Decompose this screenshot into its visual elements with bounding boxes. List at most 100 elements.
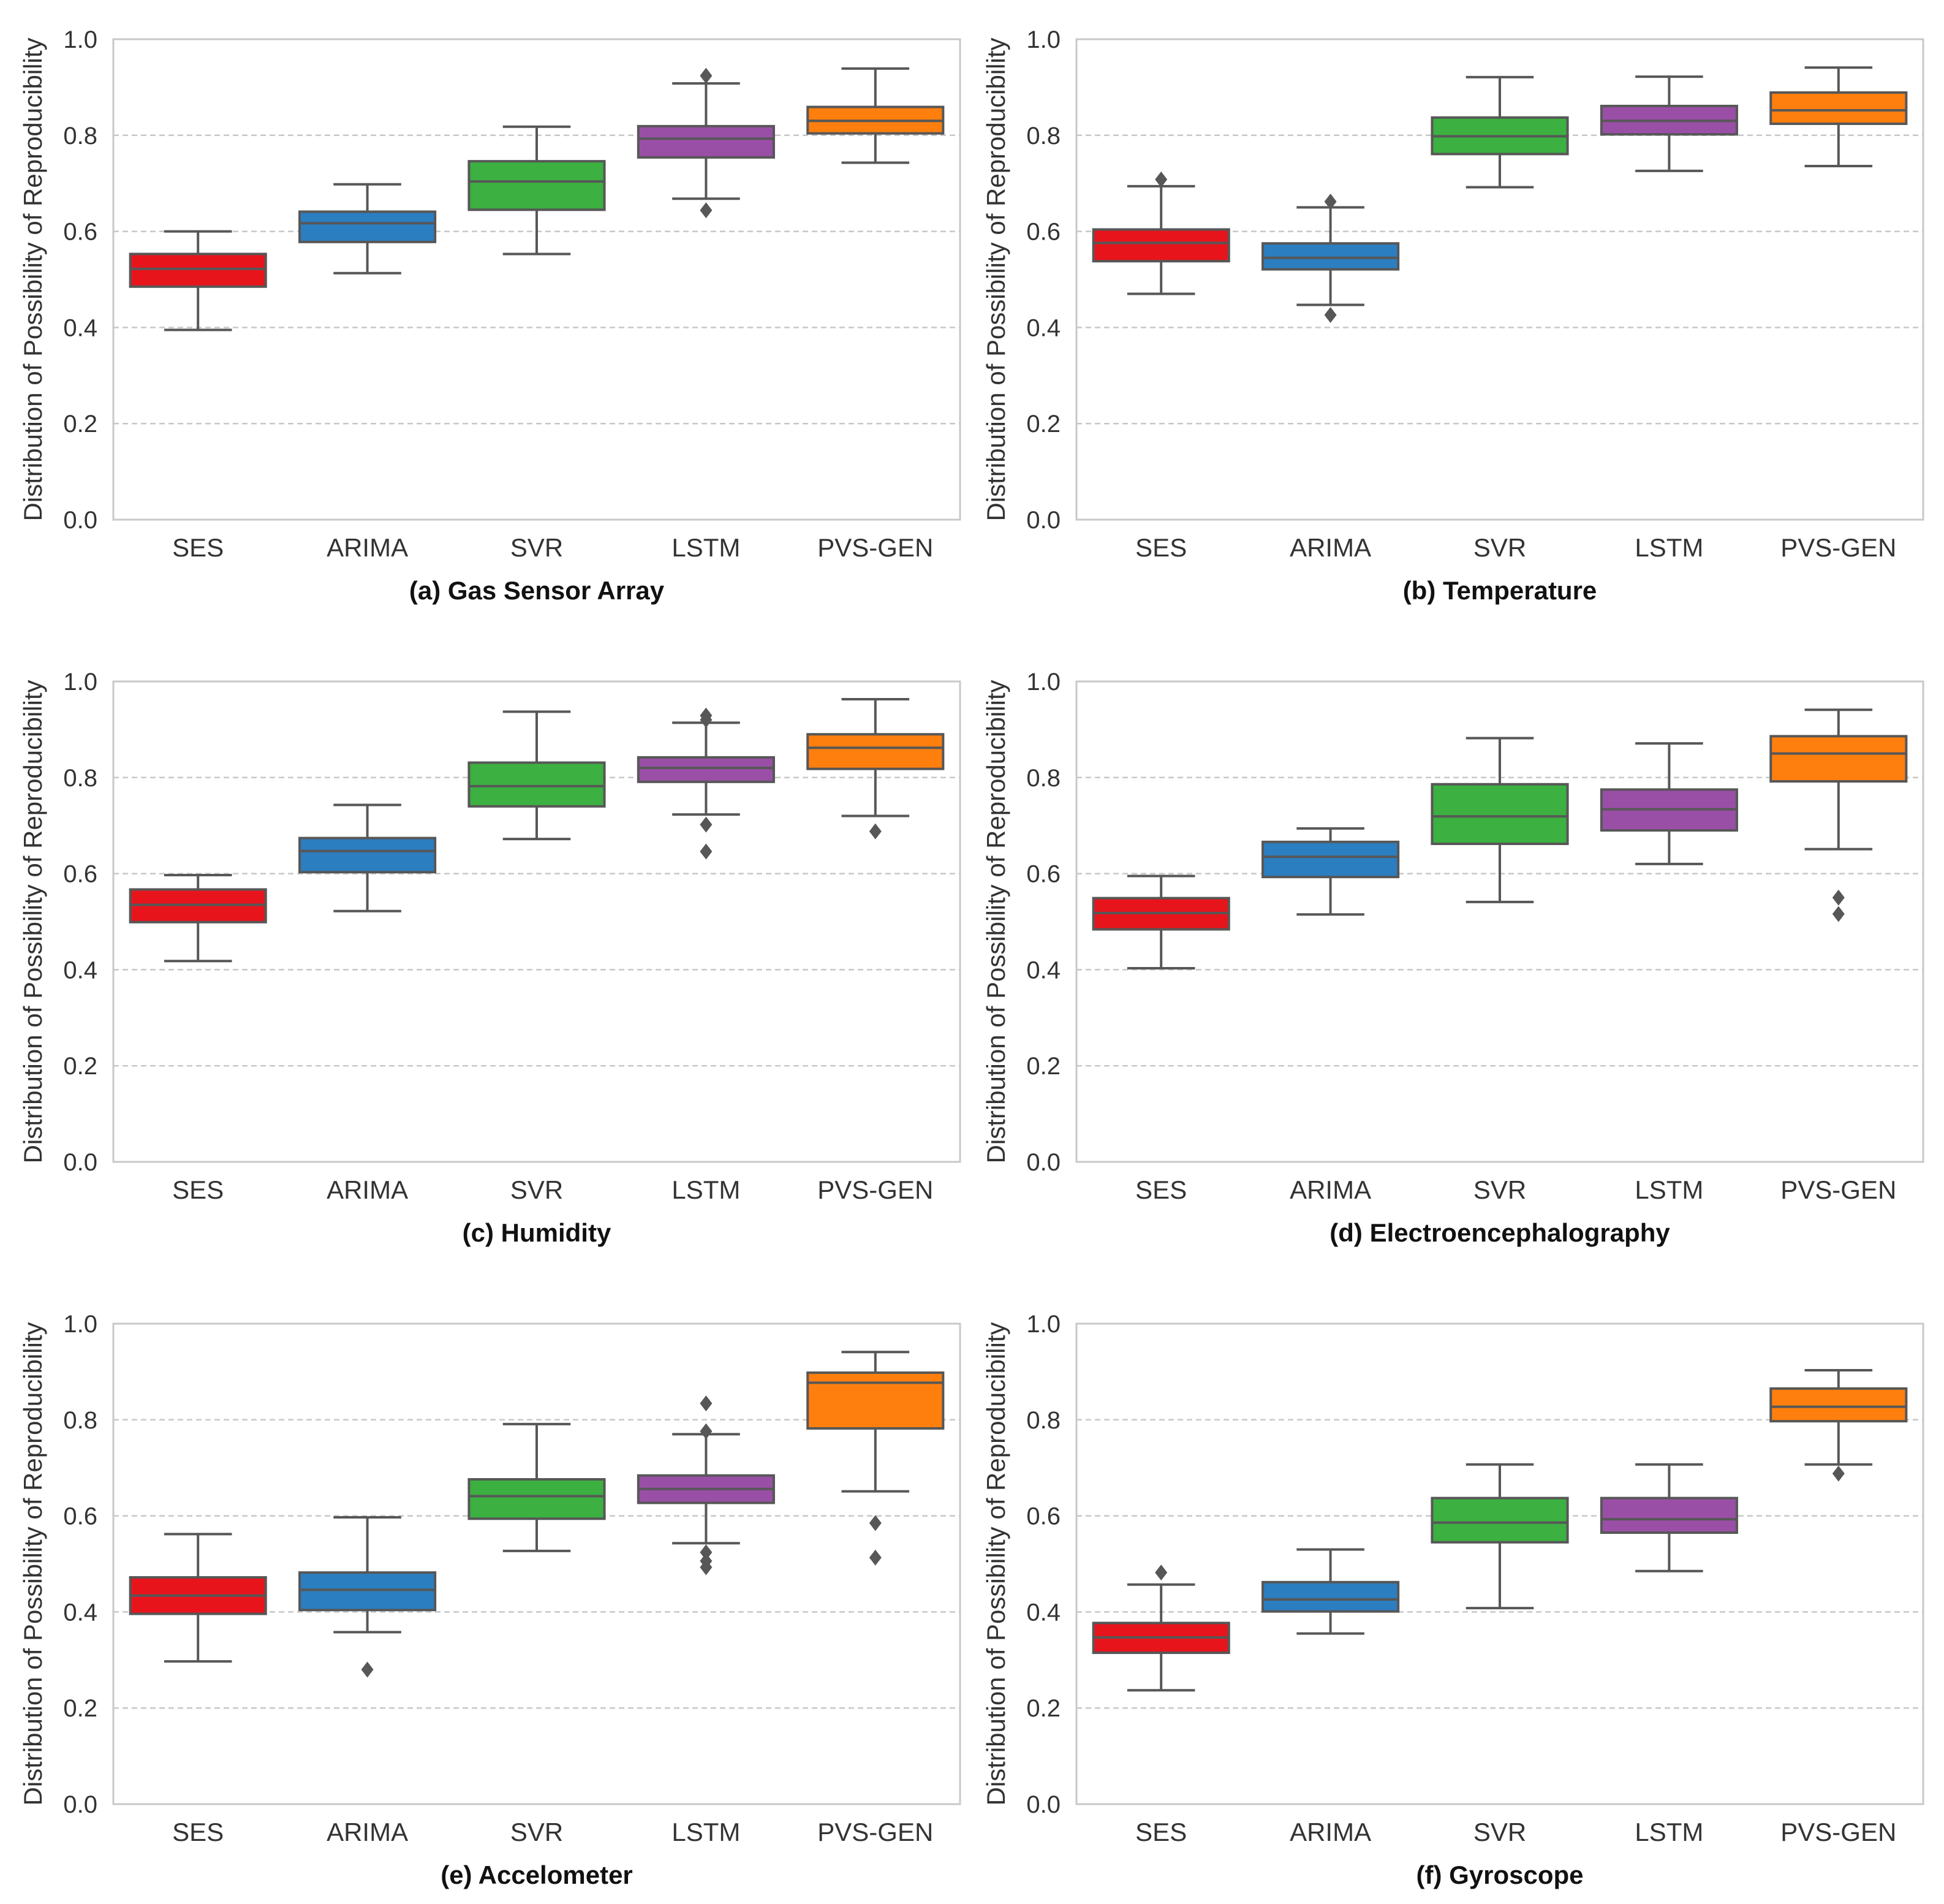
outlier-point bbox=[1155, 171, 1168, 188]
x-category-label: PVS-GEN bbox=[817, 1175, 933, 1204]
x-category-label: PVS-GEN bbox=[1780, 533, 1896, 562]
x-category-label: SVR bbox=[1473, 1818, 1526, 1846]
box-svr bbox=[1431, 75, 1569, 189]
box-body bbox=[1769, 735, 1908, 783]
y-tick-label: 0.4 bbox=[1026, 1599, 1061, 1626]
box-pvs-gen bbox=[806, 67, 945, 164]
y-tick-label: 0.0 bbox=[1026, 1149, 1061, 1176]
y-tick-label: 0.8 bbox=[63, 123, 97, 150]
box-svr bbox=[1431, 1463, 1569, 1610]
x-category-label: PVS-GEN bbox=[817, 1818, 933, 1846]
y-tick-label: 0.0 bbox=[1026, 1791, 1061, 1818]
panel-2: 0.0 0.2 0.4 0.6 0.8 1.0 SES ARIMA SVR LSTM PVS-GEN… bbox=[981, 26, 1924, 605]
x-category-label: PVS-GEN bbox=[1780, 1818, 1896, 1846]
x-category-label: ARIMA bbox=[1290, 1175, 1371, 1204]
box-lstm bbox=[637, 67, 775, 219]
box-pvs-gen bbox=[806, 698, 945, 840]
y-tick-label: 0.2 bbox=[1026, 1053, 1061, 1080]
x-category-label: SVR bbox=[510, 1818, 563, 1846]
x-category-label: SES bbox=[1135, 1175, 1187, 1204]
x-category-label: LSTM bbox=[1635, 1818, 1703, 1846]
y-axis-label: Distribution of Possibility of Reproduci… bbox=[18, 680, 47, 1164]
y-tick-label: 0.8 bbox=[1026, 1407, 1061, 1434]
box-body bbox=[1769, 1387, 1908, 1423]
y-tick-label: 0.6 bbox=[63, 1503, 97, 1530]
y-tick-label: 0.4 bbox=[63, 314, 97, 341]
outlier-point bbox=[700, 1395, 713, 1412]
box-body bbox=[467, 761, 606, 808]
y-tick-label: 0.2 bbox=[1026, 411, 1061, 438]
panel-1: 0.0 0.2 0.4 0.6 0.8 1.0 SES ARIMA SVR LSTM PVS-GEN… bbox=[18, 26, 961, 605]
outlier-point bbox=[700, 816, 713, 833]
y-tick-label: 0.4 bbox=[63, 957, 97, 984]
y-tick-label: 0.4 bbox=[1026, 314, 1061, 341]
panel-6: 0.0 0.2 0.4 0.6 0.8 1.0 SES ARIMA SVR LSTM PVS-GEN… bbox=[981, 1311, 1924, 1889]
outlier-point bbox=[1832, 889, 1845, 906]
plot-frame bbox=[1075, 1322, 1924, 1805]
x-category-label: SES bbox=[172, 533, 224, 562]
plot-frame bbox=[112, 38, 961, 521]
outlier-point bbox=[700, 843, 713, 860]
box-lstm bbox=[637, 707, 775, 860]
outlier-point bbox=[700, 1544, 713, 1561]
panel-caption: (f) Gyroscope bbox=[1416, 1860, 1583, 1889]
box-arima bbox=[1261, 193, 1400, 324]
outlier-point bbox=[1832, 1465, 1845, 1482]
box-ses bbox=[129, 1533, 267, 1663]
box-body bbox=[467, 160, 606, 211]
box-body bbox=[637, 124, 775, 159]
outlier-point bbox=[1324, 193, 1337, 210]
plot-frame bbox=[112, 1322, 961, 1805]
box-ses bbox=[1092, 171, 1230, 295]
y-tick-label: 0.4 bbox=[1026, 957, 1061, 984]
outlier-point bbox=[700, 202, 713, 219]
outlier-point bbox=[700, 67, 713, 84]
outlier-point bbox=[361, 1661, 374, 1678]
box-ses bbox=[1092, 1565, 1230, 1692]
panel-caption: (a) Gas Sensor Array bbox=[409, 576, 665, 605]
box-pvs-gen bbox=[1769, 66, 1908, 167]
outlier-point bbox=[1155, 1565, 1168, 1581]
outlier-point bbox=[1324, 307, 1337, 324]
x-category-label: SES bbox=[172, 1818, 224, 1846]
box-body bbox=[806, 1371, 945, 1430]
y-tick-label: 0.8 bbox=[63, 765, 97, 792]
x-category-label: ARIMA bbox=[327, 533, 408, 562]
x-category-label: LSTM bbox=[671, 1175, 740, 1204]
panel-caption: (c) Humidity bbox=[463, 1218, 611, 1247]
box-body bbox=[1600, 1496, 1738, 1534]
box-body bbox=[1769, 91, 1908, 125]
box-body bbox=[1261, 242, 1400, 271]
plot-frame bbox=[112, 680, 961, 1163]
x-category-label: LSTM bbox=[671, 1818, 740, 1846]
box-pvs-gen bbox=[1769, 1369, 1908, 1482]
box-svr bbox=[467, 1422, 606, 1552]
outlier-point bbox=[700, 1559, 713, 1576]
y-tick-label: 1.0 bbox=[1026, 1311, 1061, 1338]
box-body bbox=[1261, 840, 1400, 879]
y-tick-label: 0.4 bbox=[63, 1599, 97, 1626]
x-category-label: SES bbox=[1135, 1818, 1187, 1846]
panel-caption: (e) Accelometer bbox=[441, 1860, 633, 1889]
y-tick-label: 0.6 bbox=[1026, 219, 1061, 246]
y-tick-label: 0.6 bbox=[63, 861, 97, 888]
outlier-point bbox=[869, 823, 882, 840]
y-tick-label: 1.0 bbox=[63, 669, 97, 696]
y-tick-label: 0.6 bbox=[1026, 861, 1061, 888]
box-ses bbox=[129, 873, 267, 963]
box-lstm bbox=[1600, 742, 1738, 865]
x-category-label: ARIMA bbox=[1290, 533, 1371, 562]
box-body bbox=[806, 733, 945, 770]
y-tick-label: 0.8 bbox=[1026, 765, 1061, 792]
box-body bbox=[298, 1571, 437, 1612]
outlier-point bbox=[700, 1423, 713, 1439]
panel-3: 0.0 0.2 0.4 0.6 0.8 1.0 SES ARIMA SVR LSTM PVS-GEN… bbox=[18, 669, 961, 1247]
panel-4: 0.0 0.2 0.4 0.6 0.8 1.0 SES ARIMA SVR LSTM PVS-GEN… bbox=[981, 669, 1924, 1247]
y-tick-label: 1.0 bbox=[1026, 26, 1061, 53]
y-tick-label: 0.0 bbox=[63, 1791, 97, 1818]
box-ses bbox=[1092, 874, 1230, 970]
y-tick-label: 0.8 bbox=[1026, 123, 1061, 150]
box-body bbox=[298, 210, 437, 243]
y-axis-label: Distribution of Possibility of Reproduci… bbox=[981, 680, 1010, 1164]
